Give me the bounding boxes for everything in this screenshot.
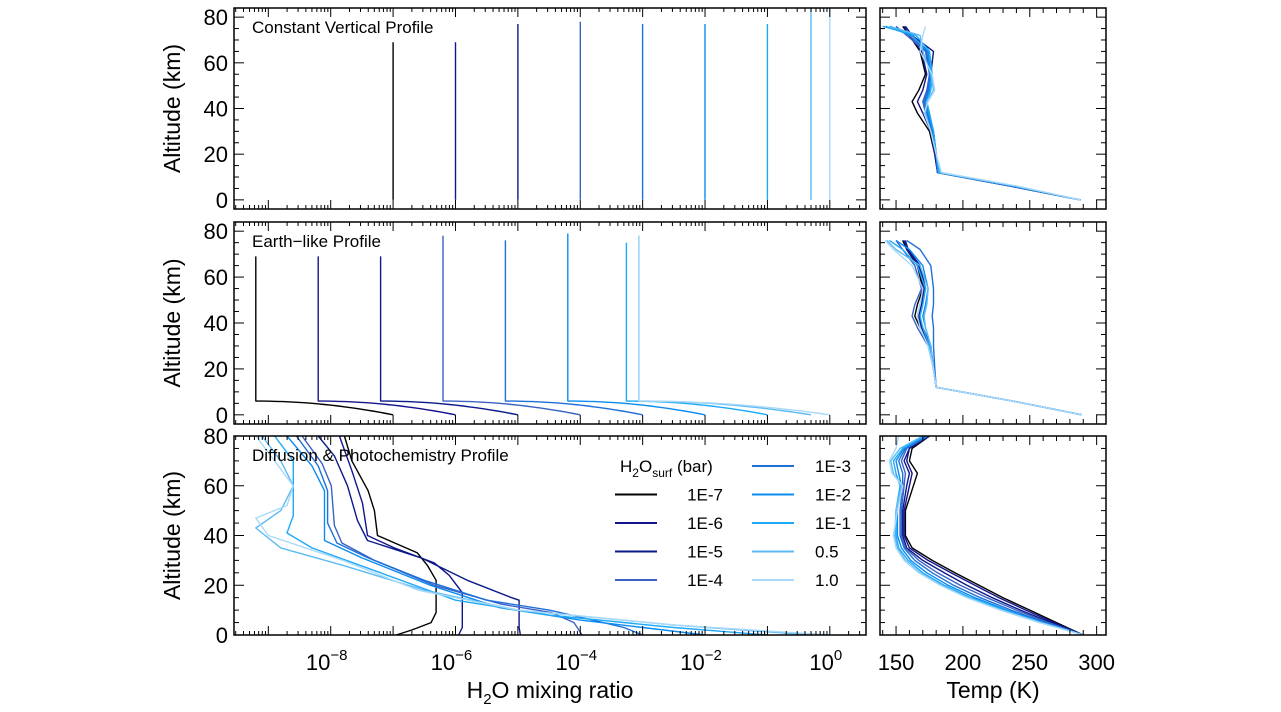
mixing-panel-0: 0 20 40 60 80 Altitude (km) Constant Vertical … bbox=[159, 5, 1106, 213]
y-tick-label: 0 bbox=[216, 623, 228, 648]
temp-tick-label: 300 bbox=[1078, 650, 1115, 675]
mixing-panel-1: 0 20 40 60 80 Altitude (km) Earth−like Profile bbox=[159, 219, 1106, 428]
temp-panel-2 bbox=[879, 435, 1107, 636]
x-tick-label: 100 bbox=[809, 647, 842, 675]
y-tick-label: 60 bbox=[204, 265, 228, 290]
panel-title: Earth−like Profile bbox=[252, 232, 381, 251]
y-tick-label: 40 bbox=[204, 97, 228, 122]
temp-line-1E-4 bbox=[900, 436, 1084, 635]
mixing-line-1E-5 bbox=[317, 436, 522, 635]
temp-line-1E-6 bbox=[903, 436, 1084, 635]
temp-tick-label: 200 bbox=[945, 650, 982, 675]
y-tick-label: 20 bbox=[204, 357, 228, 382]
mixing-line-1E-6 bbox=[317, 256, 456, 416]
plot-frame bbox=[879, 7, 1107, 210]
legend-item-1E-3: 1E-3 bbox=[752, 457, 851, 476]
legend-label: 1E-4 bbox=[687, 571, 723, 590]
y-tick-label: 20 bbox=[204, 573, 228, 598]
legend-label: 1.0 bbox=[815, 571, 839, 590]
temp-line-1.0 bbox=[919, 26, 1081, 201]
legend-label: 1E-3 bbox=[815, 457, 851, 476]
legend-item-1E-4: 1E-4 bbox=[615, 571, 723, 590]
panel-title: Diffusion & Photochemistry Profile bbox=[252, 446, 509, 465]
y-axis-title: Altitude (km) bbox=[159, 258, 185, 387]
temp-line-1.0 bbox=[888, 436, 1084, 635]
legend-label: 1E-2 bbox=[815, 486, 851, 505]
temp-tick-label: 250 bbox=[1011, 650, 1048, 675]
temp-line-1E-7 bbox=[904, 436, 1084, 635]
y-tick-label: 0 bbox=[216, 188, 228, 213]
legend-item-1E-5: 1E-5 bbox=[615, 543, 723, 562]
mixing-line-1.0 bbox=[255, 436, 830, 635]
y-tick-label: 0 bbox=[216, 403, 228, 428]
legend-item-0.5: 0.5 bbox=[752, 543, 839, 562]
temp-line-1E-2 bbox=[895, 436, 1084, 635]
y-tick-label: 80 bbox=[204, 219, 228, 244]
panel-title: Constant Vertical Profile bbox=[252, 18, 433, 37]
temp-line-1E-5 bbox=[902, 436, 1084, 635]
mixing-line-1E-2 bbox=[286, 436, 706, 635]
y-tick-label: 40 bbox=[204, 311, 228, 336]
y-axis-title: Altitude (km) bbox=[159, 471, 185, 600]
y-axis-title: Altitude (km) bbox=[159, 44, 185, 173]
temp-panel-1 bbox=[879, 221, 1107, 425]
legend-label: 1E-6 bbox=[687, 514, 723, 533]
temp-line-1.0 bbox=[884, 239, 1083, 416]
y-tick-label: 80 bbox=[204, 5, 228, 30]
legend-label: 1E-7 bbox=[687, 486, 723, 505]
temp-tick-label: 150 bbox=[878, 650, 915, 675]
mixing-line-1E-3 bbox=[295, 436, 643, 635]
x-tick-label: 10−4 bbox=[555, 647, 597, 675]
x-tick-label: 10−8 bbox=[306, 647, 348, 675]
plot-frame bbox=[879, 221, 1107, 425]
legend-label: 1E-1 bbox=[815, 514, 851, 533]
legend-item-1.0: 1.0 bbox=[752, 571, 839, 590]
y-tick-label: 60 bbox=[204, 474, 228, 499]
legend-label: 0.5 bbox=[815, 543, 839, 562]
y-tick-label: 40 bbox=[204, 524, 228, 549]
mixing-line-1E-5 bbox=[379, 256, 519, 416]
temp-panel-0 bbox=[879, 7, 1107, 210]
mixing-line-1E-4 bbox=[442, 235, 581, 416]
temp-line-1E-3 bbox=[898, 436, 1084, 635]
mixing-line-1E-3 bbox=[504, 240, 643, 416]
legend-item-1E-6: 1E-6 bbox=[615, 514, 723, 533]
x-axis-title-mixing: H2O mixing ratio bbox=[467, 677, 634, 708]
legend-label: 1E-5 bbox=[687, 543, 723, 562]
legend-item-1E-2: 1E-2 bbox=[752, 486, 851, 505]
y-tick-label: 80 bbox=[204, 424, 228, 449]
mixing-line-1E-2 bbox=[567, 233, 706, 416]
plot-frame bbox=[879, 435, 1107, 636]
legend-title: H2Osurf (bar) bbox=[620, 457, 713, 480]
x-tick-label: 10−2 bbox=[680, 647, 722, 675]
legend: H2Osurf (bar) 1E-7 1E-6 1E-5 1E-4 1E-3 1E-2 1E… bbox=[615, 457, 851, 590]
x-tick-label: 10−6 bbox=[431, 647, 473, 675]
y-tick-label: 20 bbox=[204, 142, 228, 167]
y-tick-label: 60 bbox=[204, 51, 228, 76]
mixing-line-1.0 bbox=[638, 235, 830, 416]
x-axis-title-temp: Temp (K) bbox=[946, 677, 1039, 703]
mixing-panel-2: 0 20 40 60 80 Altitude (km) Diffusion & Photoc… bbox=[159, 424, 1106, 648]
mixing-line-1E-1 bbox=[274, 436, 768, 635]
temp-line-1E-1 bbox=[892, 436, 1084, 635]
mixing-line-1E-7 bbox=[255, 256, 394, 416]
legend-item-1E-1: 1E-1 bbox=[752, 514, 851, 533]
legend-item-1E-7: 1E-7 bbox=[615, 486, 723, 505]
